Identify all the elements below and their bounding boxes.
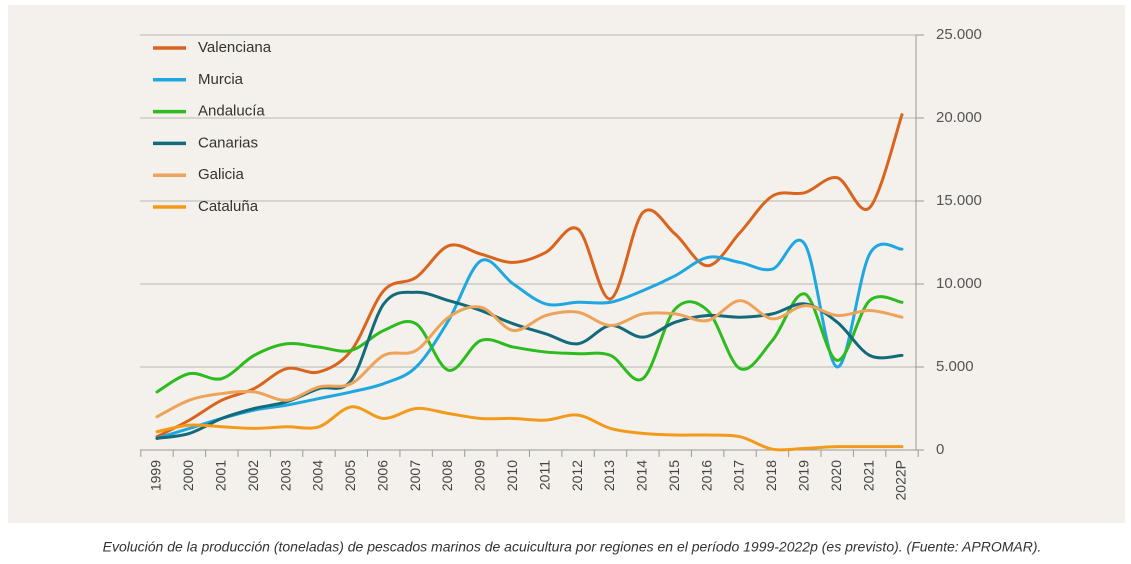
- x-tick-label: 2000: [180, 460, 196, 491]
- x-tick-label: 2007: [407, 460, 423, 491]
- x-tick-label: 2011: [536, 460, 552, 490]
- y-tick-label: 5.000: [936, 358, 974, 375]
- x-tick-label: 2008: [439, 460, 455, 491]
- x-tick-label: 2022P: [893, 460, 909, 500]
- x-tick-label: 2009: [472, 460, 488, 491]
- x-tick-label: 2019: [796, 460, 812, 491]
- legend-label: Andalucía: [198, 103, 265, 120]
- legend-label: Valenciana: [198, 39, 272, 56]
- x-tick-label: 2016: [698, 460, 714, 491]
- legend-label: Murcia: [198, 71, 244, 88]
- x-tick-label: 1999: [148, 460, 164, 491]
- x-tick-label: 2012: [569, 460, 585, 491]
- x-tick-label: 2002: [245, 460, 261, 491]
- x-tick-label: 2017: [731, 460, 747, 491]
- x-tick-label: 2021: [860, 460, 876, 491]
- chart-background: [8, 5, 1125, 523]
- legend-label: Cataluña: [198, 198, 259, 215]
- y-tick-label: 20.000: [936, 109, 982, 126]
- line: [155, 299, 904, 419]
- x-tick-label: 2003: [277, 460, 293, 491]
- x-tick-label: 2010: [504, 460, 520, 491]
- caption: Evolución de la producción (toneladas) d…: [103, 539, 1042, 555]
- y-tick-label: 25.000: [936, 26, 982, 43]
- x-tick-label: 2015: [666, 460, 682, 491]
- x-tick-label: 2013: [601, 460, 617, 491]
- line: [155, 238, 904, 440]
- y-tick-label: 10.000: [936, 275, 982, 292]
- y-tick-label: 15.000: [936, 192, 982, 209]
- x-tick-label: 2020: [828, 460, 844, 491]
- x-tick-label: 2014: [634, 460, 650, 491]
- y-tick-label: 0: [936, 441, 944, 458]
- x-tick-label: 2001: [212, 460, 228, 491]
- line: [155, 405, 904, 452]
- legend-label: Galicia: [198, 166, 245, 183]
- x-tick-label: 2004: [310, 460, 326, 491]
- x-tick-label: 2005: [342, 460, 358, 491]
- x-tick-label: 2018: [763, 460, 779, 491]
- line: [155, 113, 904, 439]
- x-tick-label: 2006: [374, 460, 390, 491]
- legend-label: Canarias: [198, 134, 258, 151]
- line: [155, 292, 904, 394]
